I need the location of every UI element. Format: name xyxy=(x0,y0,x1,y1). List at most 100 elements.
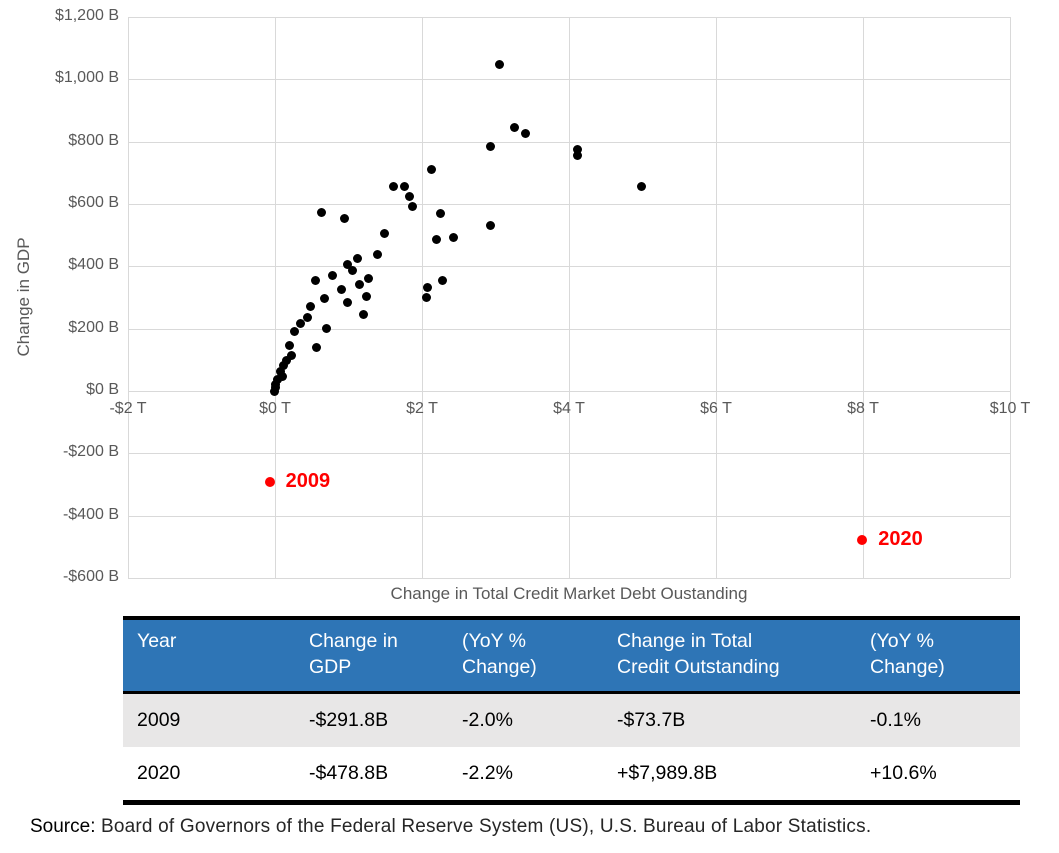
scatter-point xyxy=(388,181,398,191)
highlight-point xyxy=(857,535,868,546)
x-tick-label: $8 T xyxy=(847,400,879,417)
scatter-point xyxy=(336,284,346,294)
gridline-horizontal xyxy=(128,204,1010,205)
scatter-point xyxy=(342,259,352,269)
y-tick-label: -$400 B xyxy=(62,505,119,523)
scatter-point xyxy=(342,297,352,307)
source-text: Board of Governors of the Federal Reserv… xyxy=(95,816,872,837)
gridline-horizontal xyxy=(128,17,1010,18)
scatter-point xyxy=(573,150,583,160)
table-header-year: Year xyxy=(137,630,177,652)
scatter-point xyxy=(273,374,283,384)
gridline-horizontal xyxy=(128,266,1010,268)
scatter-point xyxy=(305,301,315,311)
scatter-point xyxy=(435,208,445,218)
source-prefix: Source: xyxy=(30,816,96,837)
scatter-point xyxy=(572,144,582,154)
x-tick-label: $6 T xyxy=(700,400,732,417)
scatter-point xyxy=(277,371,287,381)
scatter-point xyxy=(427,164,437,174)
y-tick-label: $0 B xyxy=(86,381,119,398)
gridline-vertical xyxy=(863,17,864,578)
gridline-horizontal xyxy=(128,515,1010,517)
table-row-2020: 2020 -$478.8B -2.2% +$7,989.8B +10.6% xyxy=(123,746,1020,800)
summary-table: Year Change in GDP (YoY % Change) Change… xyxy=(123,616,1020,805)
gridline-vertical xyxy=(1010,17,1011,578)
gridline-vertical xyxy=(128,17,129,578)
scatter-point xyxy=(319,293,329,303)
scatter-point xyxy=(372,249,382,259)
scatter-point xyxy=(521,128,531,138)
cell-year: 2009 xyxy=(137,708,181,731)
table-header-row: Year Change in GDP (YoY % Change) Change… xyxy=(123,620,1020,694)
y-tick-label: $600 B xyxy=(68,194,119,211)
y-tick-label: $1,200 B xyxy=(54,7,119,24)
scatter-point xyxy=(296,319,306,329)
scatter-point xyxy=(405,191,414,201)
gridline-horizontal xyxy=(128,391,1010,392)
highlight-year-label: 2020 xyxy=(878,528,923,551)
scatter-point xyxy=(275,366,285,376)
cell-credit-yoy: +10.6% xyxy=(870,761,937,784)
gridline-horizontal xyxy=(128,328,1010,330)
y-tick-label: $800 B xyxy=(68,131,119,149)
highlight-point xyxy=(264,476,275,487)
x-tick-label: -$2 T xyxy=(109,400,147,417)
y-tick-label: $400 B xyxy=(68,256,119,274)
cell-gdp-yoy: -2.2% xyxy=(462,761,513,784)
scatter-point xyxy=(310,276,320,286)
scatter-point xyxy=(348,265,358,275)
x-tick-label: $2 T xyxy=(406,400,438,417)
scatter-point xyxy=(327,271,337,281)
table-header-credit-yoy: (YoY % Change) xyxy=(870,630,945,679)
source-line: Source: Board of Governors of the Federa… xyxy=(30,816,871,838)
scatter-point xyxy=(269,386,279,396)
scatter-point xyxy=(278,360,288,370)
scatter-point xyxy=(355,279,365,289)
y-tick-label: -$200 B xyxy=(62,443,119,461)
scatter-point xyxy=(485,220,495,230)
scatter-point xyxy=(302,312,312,322)
x-tick-label: $10 T xyxy=(989,400,1031,417)
scatter-point xyxy=(281,355,291,365)
scatter-point xyxy=(311,342,321,352)
scatter-point xyxy=(352,253,362,263)
scatter-point xyxy=(285,340,295,350)
scatter-point xyxy=(340,213,350,223)
y-axis-title: Change in GDP xyxy=(14,237,33,357)
scatter-point xyxy=(421,292,431,302)
scatter-point xyxy=(316,207,326,217)
cell-credit-yoy: -0.1% xyxy=(870,708,921,731)
table-header-change-gdp: Change in GDP xyxy=(309,630,398,679)
scatter-point xyxy=(485,141,495,151)
cell-year: 2020 xyxy=(137,761,181,784)
scatter-point xyxy=(286,350,296,360)
y-tick-label: -$600 B xyxy=(62,568,119,585)
y-tick-label: $1,000 B xyxy=(54,69,119,87)
highlight-year-label: 2009 xyxy=(285,469,331,492)
scatter-point xyxy=(380,228,389,238)
gridline-vertical xyxy=(569,17,570,578)
gridline-horizontal xyxy=(128,141,1010,143)
scatter-point xyxy=(290,326,300,336)
table-header-gdp-yoy: (YoY % Change) xyxy=(462,630,537,679)
scatter-point xyxy=(399,181,409,191)
table-header-change-credit: Change in Total Credit Outstanding xyxy=(617,630,780,679)
scatter-point xyxy=(363,273,373,283)
cell-change-gdp: -$478.8B xyxy=(309,761,389,784)
cell-gdp-yoy: -2.0% xyxy=(462,708,513,731)
x-tick-label: $4 T xyxy=(553,400,585,417)
scatter-point xyxy=(449,232,459,242)
x-axis-title: Change in Total Credit Market Debt Ousta… xyxy=(390,584,748,603)
scatter-point xyxy=(438,276,448,286)
scatter-point xyxy=(636,181,646,191)
cell-change-credit: +$7,989.8B xyxy=(617,761,718,784)
cell-change-gdp: -$291.8B xyxy=(309,708,389,731)
scatter-point xyxy=(358,310,368,320)
scatter-point xyxy=(422,282,432,292)
scatter-chart: Change in GDP Change in Total Credit Mar… xyxy=(14,7,1031,603)
x-tick-label: $0 T xyxy=(259,400,291,417)
scatter-point xyxy=(361,291,371,301)
gridline-horizontal xyxy=(128,79,1010,81)
